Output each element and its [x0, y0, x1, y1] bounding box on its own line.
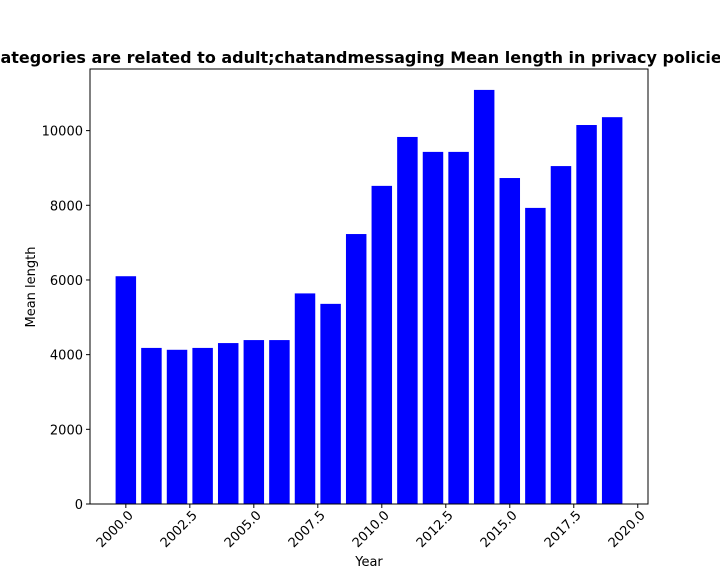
bars-group: [115, 89, 623, 505]
x-tick-label: 2017.5: [542, 508, 585, 551]
bar-2004: [217, 343, 239, 504]
bar-2019: [601, 117, 623, 505]
bar-2011: [397, 136, 418, 504]
bar-2001: [141, 347, 162, 504]
bar-2000: [115, 276, 137, 504]
x-tick-label: 2020.0: [606, 508, 649, 551]
y-tick-label: 2000: [50, 423, 83, 438]
x-tick-label: 2010.0: [350, 508, 393, 551]
bar-2018: [576, 125, 597, 504]
y-tick-label: 4000: [50, 349, 83, 364]
bar-2015: [499, 178, 521, 504]
y-tick-label: 8000: [50, 199, 83, 214]
x-tick-label: 2005.0: [222, 508, 265, 551]
bar-2013: [448, 151, 469, 504]
y-tick-label: 0: [75, 498, 83, 513]
x-tick-label: 2012.5: [414, 508, 457, 551]
y-axis-ticks: 0 2000 4000 6000 8000 10000: [42, 125, 90, 513]
bar-2017: [550, 166, 572, 504]
x-axis-label: Year: [354, 555, 383, 570]
bar-2002: [166, 349, 188, 504]
bar-2012: [422, 151, 444, 504]
bar-2008: [320, 303, 341, 504]
bar-2003: [192, 347, 213, 504]
chart-title: Categories are related to adult;chatandm…: [0, 48, 720, 67]
y-tick-label: 6000: [50, 274, 83, 289]
bar-2014: [473, 89, 495, 504]
y-axis-label: Mean length: [24, 247, 39, 328]
x-tick-label: 2000.0: [94, 508, 137, 551]
bar-2009: [345, 234, 367, 505]
bar-2005: [243, 340, 265, 504]
plot-frame: [89, 68, 649, 505]
x-axis-ticks: 2000.0 2002.5 2005.0 2007.5 2010.0 2012.5 2015…: [94, 504, 649, 551]
bar-2016: [525, 207, 546, 504]
bar-2010: [371, 185, 393, 504]
bar-2007: [294, 293, 316, 504]
x-tick-label: 2015.0: [478, 508, 521, 551]
x-tick-label: 2007.5: [286, 508, 329, 551]
x-tick-label: 2002.5: [158, 508, 201, 551]
bar-2006: [269, 340, 290, 504]
y-tick-label: 10000: [42, 125, 83, 140]
